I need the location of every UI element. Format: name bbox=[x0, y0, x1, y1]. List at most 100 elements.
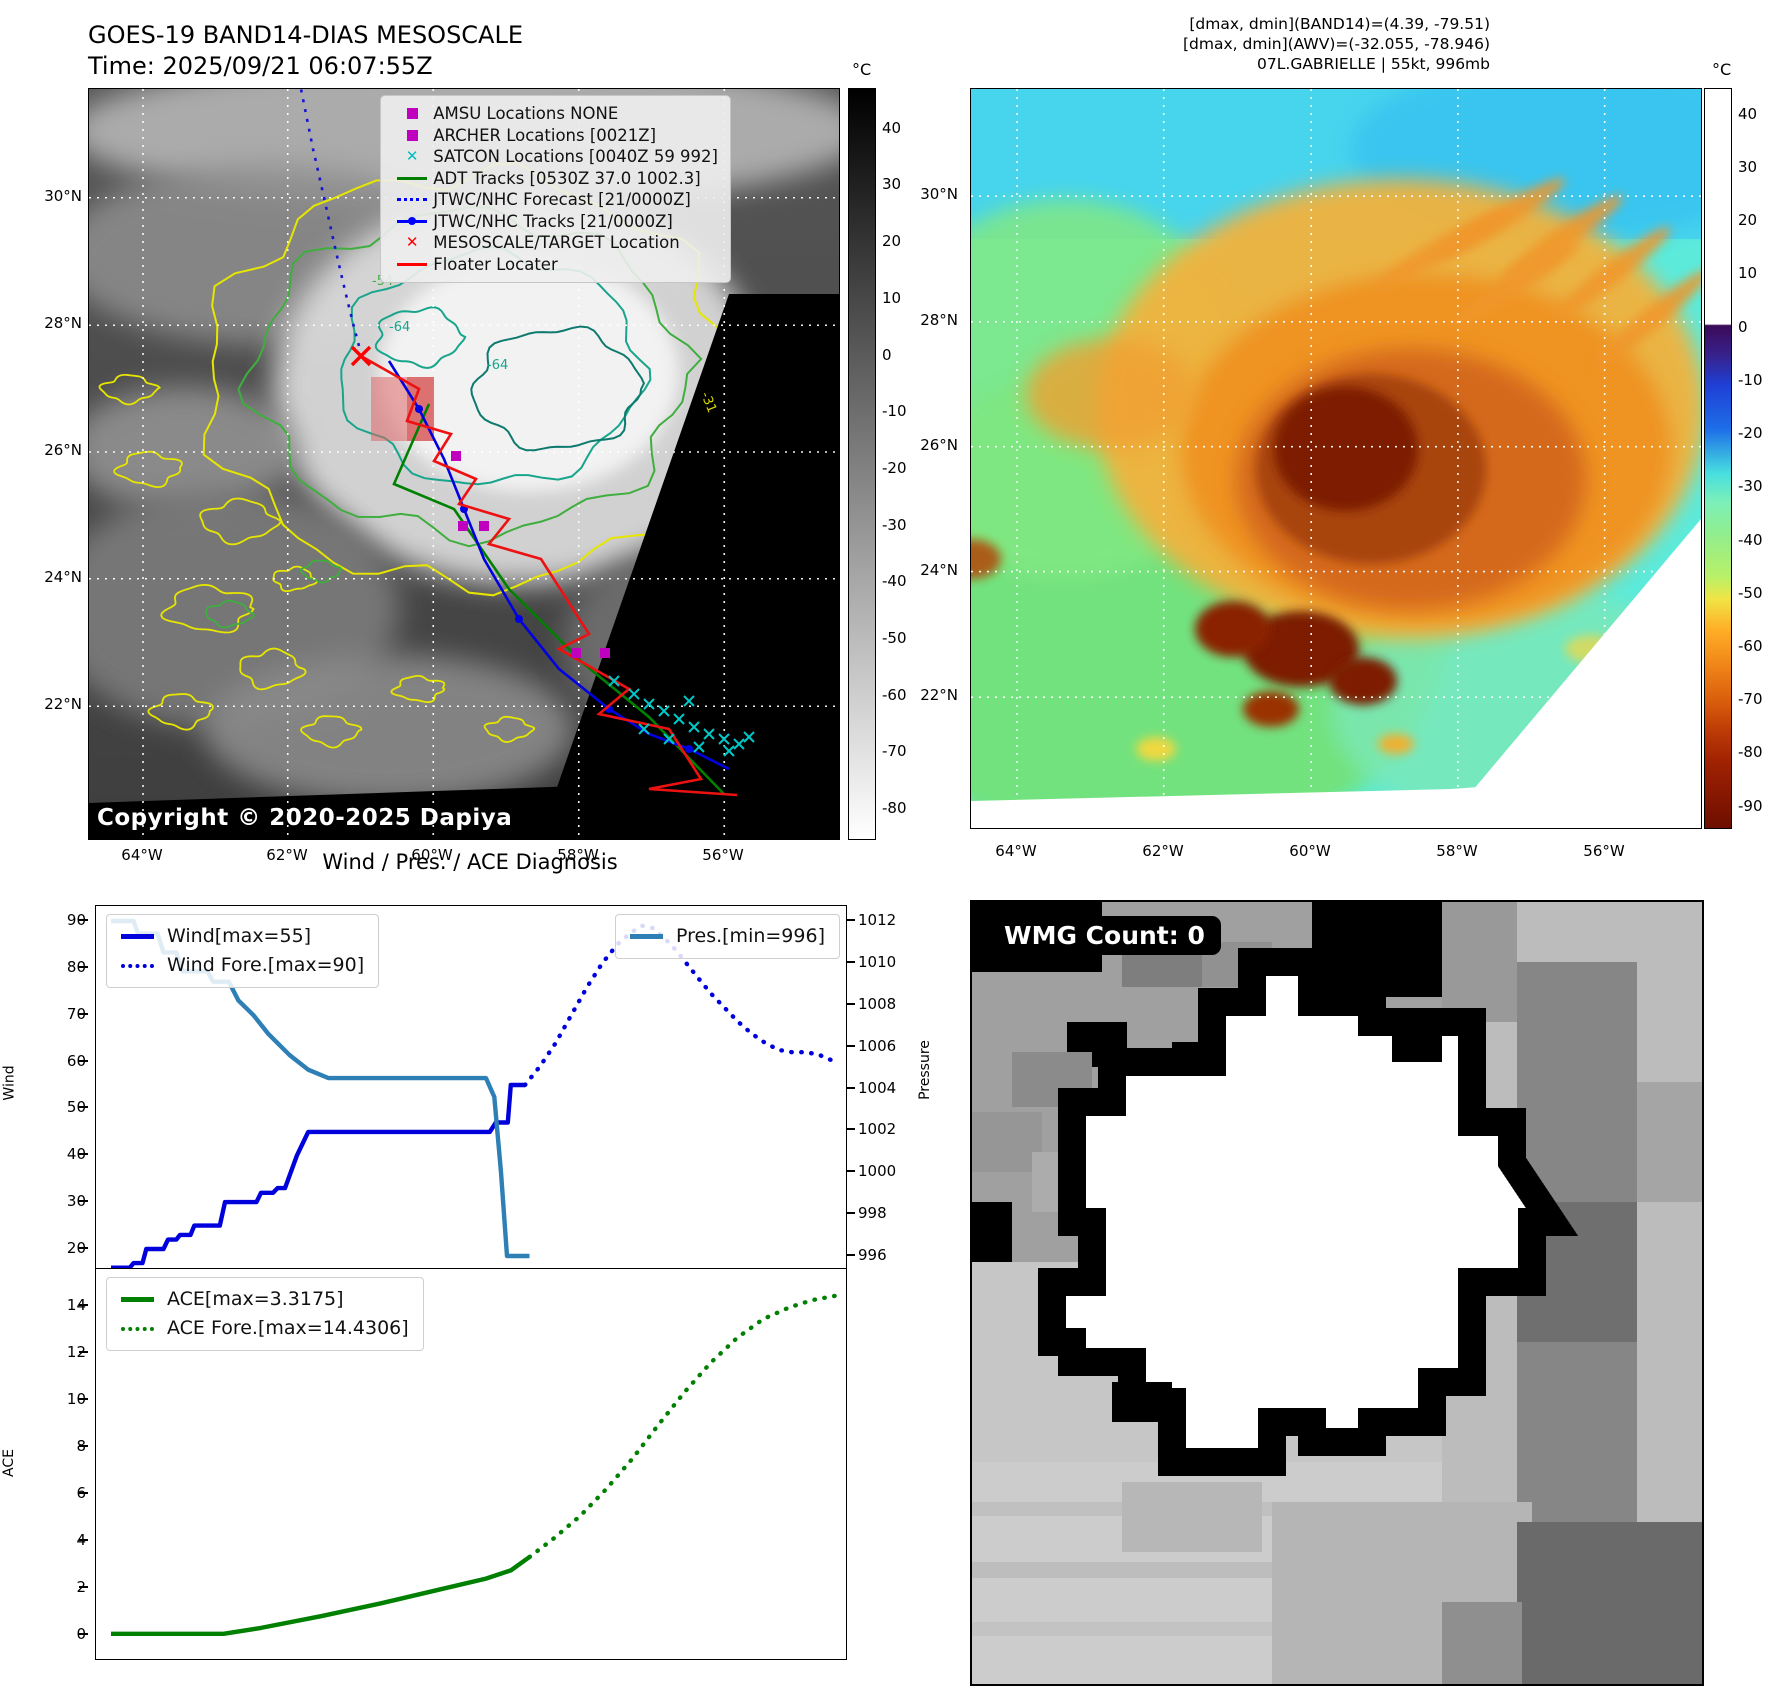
colorbar-tick-label: -20 bbox=[1738, 424, 1763, 442]
svg-text:-64: -64 bbox=[487, 358, 508, 373]
lat-tick-label: 24°N bbox=[44, 568, 82, 586]
pressure-axis-label: Pressure bbox=[916, 1040, 933, 1100]
storm-id-intensity: 07L.GABRIELLE | 55kt, 996mb bbox=[1257, 55, 1490, 73]
axis-tick-label: 998 bbox=[858, 1204, 887, 1222]
axis-tick-mark bbox=[846, 1212, 855, 1215]
lat-tick-label: 22°N bbox=[44, 695, 82, 713]
lat-tick-label: 28°N bbox=[920, 311, 958, 329]
awv-colorbar-unit: °C bbox=[1712, 60, 1732, 79]
axis-tick-mark bbox=[846, 1128, 855, 1131]
lon-tick-label: 60°W bbox=[1289, 842, 1331, 860]
axis-tick-label: 80 bbox=[66, 958, 86, 976]
band14-colorbar bbox=[848, 88, 876, 840]
colorbar-tick-label: -10 bbox=[1738, 371, 1763, 389]
colorbar-tick-label: -80 bbox=[882, 799, 907, 817]
line-dot-legend-marker-icon bbox=[391, 217, 433, 225]
chart-legend-label: ACE[max=3.3175] bbox=[167, 1288, 344, 1310]
colorbar-tick-label: -70 bbox=[1738, 690, 1763, 708]
ace-plot bbox=[111, 1293, 837, 1636]
axis-tick-label: 1002 bbox=[858, 1120, 897, 1138]
colorbar-tick-label: 0 bbox=[1738, 318, 1748, 336]
colorbar-tick-label: 20 bbox=[882, 232, 902, 250]
map-legend-label: JTWC/NHC Tracks [21/0000Z] bbox=[433, 211, 673, 231]
axis-tick-mark bbox=[79, 1153, 88, 1156]
axis-tick-mark bbox=[846, 1087, 855, 1090]
axis-tick-label: 1008 bbox=[858, 995, 897, 1013]
axis-tick-label: 996 bbox=[858, 1246, 887, 1264]
copyright-watermark: Copyright © 2020-2025 Dapiya bbox=[97, 805, 513, 831]
colorbar-tick-label: -50 bbox=[882, 629, 907, 647]
axis-tick-label: 20 bbox=[66, 1239, 86, 1257]
solid-line-legend-marker-icon bbox=[630, 934, 676, 939]
axis-tick-mark bbox=[846, 1045, 855, 1048]
axis-tick-label: 1004 bbox=[858, 1079, 897, 1097]
awv-colorbar bbox=[1704, 88, 1732, 829]
wind-legend: Wind[max=55] Wind Fore.[max=90] bbox=[106, 914, 380, 988]
square-legend-marker-icon bbox=[391, 108, 433, 120]
map-legend-item: ADT Tracks [0530Z 37.0 1002.3] bbox=[391, 168, 718, 190]
axis-tick-label: 90 bbox=[66, 911, 86, 929]
square-legend-marker-icon bbox=[391, 129, 433, 141]
colorbar-tick-label: -90 bbox=[1738, 797, 1763, 815]
map-legend-label: MESOSCALE/TARGET Location bbox=[433, 233, 680, 252]
map-legend-item: JTWC/NHC Forecast [21/0000Z] bbox=[391, 189, 718, 211]
lat-tick-label: 26°N bbox=[44, 441, 82, 459]
colorbar-tick-label: -60 bbox=[1738, 637, 1763, 655]
dotted-line-legend-marker-icon bbox=[121, 963, 167, 968]
colorbar-tick-label: -40 bbox=[1738, 531, 1763, 549]
colorbar-tick-label: -40 bbox=[882, 572, 907, 590]
wmg-count-badge: WMG Count: 0 bbox=[988, 916, 1221, 955]
svg-text:-64: -64 bbox=[389, 320, 410, 335]
lat-tick-label: 24°N bbox=[920, 561, 958, 579]
axis-tick-label: 40 bbox=[66, 1145, 86, 1163]
axis-tick-label: 1010 bbox=[858, 953, 897, 971]
solid-line-legend-marker-icon bbox=[121, 934, 167, 939]
diagnosis-title: Wind / Pres. / ACE Diagnosis bbox=[322, 850, 618, 874]
colorbar-tick-label: 40 bbox=[882, 119, 902, 137]
axis-tick-label: 1000 bbox=[858, 1162, 897, 1180]
map-legend-label: ADT Tracks [0530Z 37.0 1002.3] bbox=[433, 168, 701, 188]
axis-tick-label: 10 bbox=[66, 1390, 86, 1408]
ace-legend: ACE[max=3.3175] ACE Fore.[max=14.4306] bbox=[106, 1277, 424, 1351]
axis-tick-mark bbox=[79, 1013, 88, 1016]
axis-tick-label: 1012 bbox=[858, 911, 897, 929]
lon-tick-label: 56°W bbox=[702, 846, 744, 864]
axis-tick-mark bbox=[846, 1254, 855, 1257]
lon-tick-label: 58°W bbox=[557, 846, 599, 864]
pressure-legend: Pres.[min=996] bbox=[615, 914, 840, 959]
awv-map-image bbox=[971, 89, 1701, 828]
map-legend-item: ✕ SATCON Locations [0040Z 59 992] bbox=[391, 146, 718, 168]
dotted-legend-marker-icon bbox=[391, 198, 433, 202]
lat-tick-label: 30°N bbox=[44, 187, 82, 205]
page-title: GOES-19 BAND14-DIAS MESOSCALE bbox=[88, 21, 524, 49]
lon-tick-label: 56°W bbox=[1583, 842, 1625, 860]
ace-chart: ACE[max=3.3175] ACE Fore.[max=14.4306] bbox=[95, 1268, 847, 1660]
chart-legend-item: Wind Fore.[max=90] bbox=[121, 951, 364, 980]
map-legend-label: JTWC/NHC Forecast [21/0000Z] bbox=[433, 190, 691, 209]
axis-tick-mark bbox=[79, 1106, 88, 1109]
map-legend-label: AMSU Locations NONE bbox=[433, 104, 619, 123]
axis-tick-mark bbox=[79, 1633, 88, 1636]
colorbar-tick-label: 10 bbox=[1738, 264, 1758, 282]
map-legend-label: ARCHER Locations [0021Z] bbox=[433, 125, 657, 145]
colorbar-tick-label: 30 bbox=[882, 175, 902, 193]
axis-tick-label: 70 bbox=[66, 1005, 86, 1023]
chart-legend-item: ACE Fore.[max=14.4306] bbox=[121, 1314, 409, 1343]
dmax-dmin-band14: [dmax, dmin](BAND14)=(4.39, -79.51) bbox=[1189, 15, 1490, 33]
lat-tick-label: 28°N bbox=[44, 314, 82, 332]
axis-tick-label: 12 bbox=[66, 1343, 86, 1361]
wind-axis-label: Wind bbox=[1, 1065, 18, 1101]
axis-tick-mark bbox=[79, 1060, 88, 1063]
colorbar-tick-label: -80 bbox=[1738, 743, 1763, 761]
wmg-image bbox=[972, 902, 1702, 1684]
colorbar-tick-label: 40 bbox=[1738, 105, 1758, 123]
awv-satellite-map bbox=[970, 88, 1702, 829]
axis-tick-label: 50 bbox=[66, 1098, 86, 1116]
axis-tick-label: 1006 bbox=[858, 1037, 897, 1055]
solid-line-legend-marker-icon bbox=[121, 1297, 167, 1302]
map-legend: AMSU Locations NONE ARCHER Locations [002… bbox=[380, 95, 731, 283]
axis-tick-mark bbox=[79, 1586, 88, 1589]
svg-text:-31: -31 bbox=[697, 390, 719, 415]
map-legend-label: Floater Locater bbox=[433, 254, 558, 274]
lon-tick-label: 64°W bbox=[995, 842, 1037, 860]
